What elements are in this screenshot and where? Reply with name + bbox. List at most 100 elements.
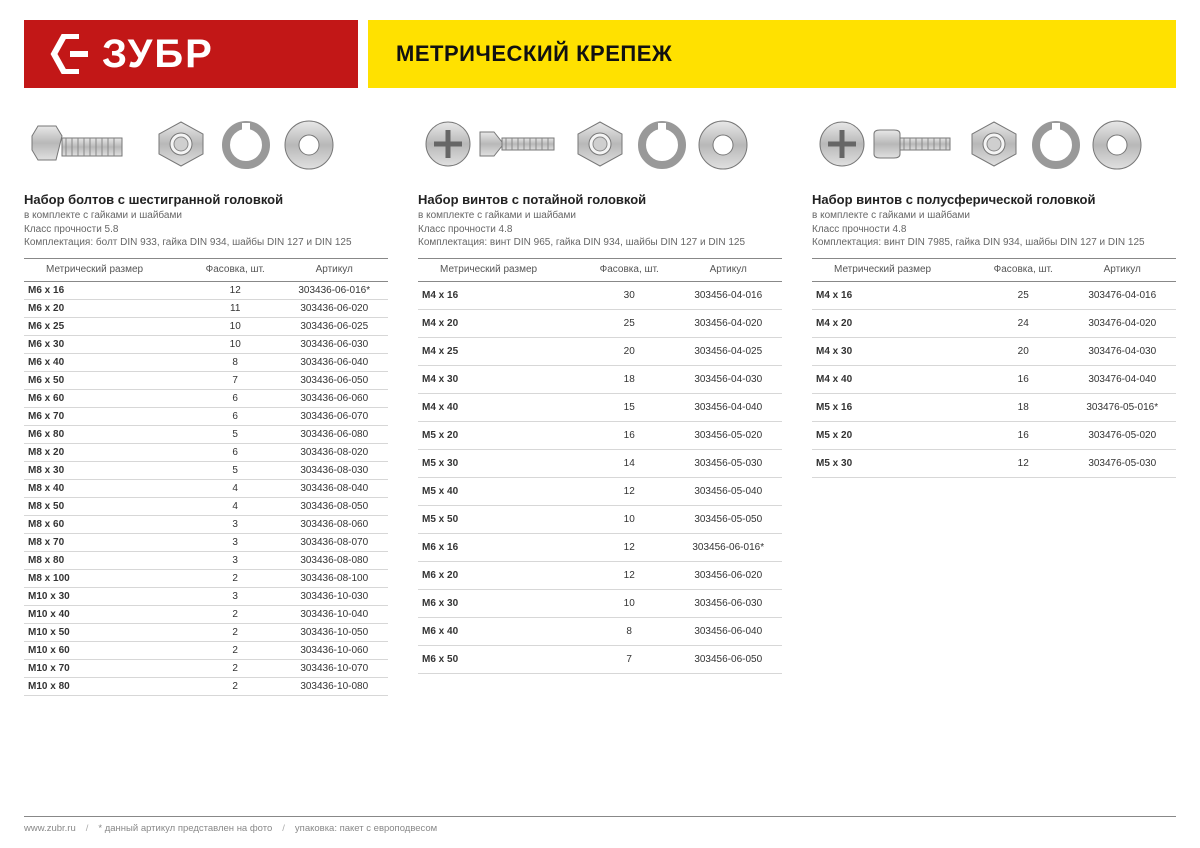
cell-size: M6 x 70 — [24, 407, 190, 425]
cell-size: M6 x 16 — [418, 533, 584, 561]
table-row: M6 x 805303436-06-080 — [24, 425, 388, 443]
table-row: M4 x 3018303456-04-030 — [418, 365, 782, 393]
cell-size: M8 x 50 — [24, 497, 190, 515]
table-row: M4 x 4016303476-04-040 — [812, 365, 1176, 393]
table-row: M5 x 5010303456-05-050 — [418, 505, 782, 533]
tbody-hex: M6 x 1612303436-06-016*M6 x 2011303436-0… — [24, 281, 388, 695]
cell-sku: 303456-04-016 — [674, 281, 782, 309]
cell-qty: 20 — [584, 337, 675, 365]
cell-size: M5 x 30 — [812, 449, 978, 477]
cell-sku: 303436-08-070 — [280, 533, 388, 551]
footer-url: www.zubr.ru — [24, 823, 76, 834]
th-qty: Фасовка, шт. — [584, 258, 675, 281]
cell-qty: 16 — [978, 365, 1069, 393]
table-row: M8 x 305303436-08-030 — [24, 461, 388, 479]
cell-size: M4 x 20 — [418, 309, 584, 337]
th-qty: Фасовка, шт. — [190, 258, 281, 281]
cell-size: M6 x 60 — [24, 389, 190, 407]
section-title: Набор винтов с потайной головкой — [418, 192, 782, 207]
table-row: M4 x 2024303476-04-020 — [812, 309, 1176, 337]
brand-icon — [48, 34, 90, 74]
cell-qty: 10 — [584, 505, 675, 533]
table-row: M5 x 3012303476-05-030 — [812, 449, 1176, 477]
cell-sku: 303436-10-070 — [280, 659, 388, 677]
table-row: M8 x 803303436-08-080 — [24, 551, 388, 569]
column-pan-head: Набор винтов с полусферической головкой … — [812, 106, 1176, 696]
hardware-image-hex — [24, 106, 388, 180]
table-row: M6 x 507303456-06-050 — [418, 645, 782, 673]
footer-note2: упаковка: пакет с европодвесом — [295, 823, 437, 834]
cell-qty: 8 — [584, 617, 675, 645]
cell-sku: 303436-10-040 — [280, 605, 388, 623]
cell-size: M6 x 16 — [24, 281, 190, 299]
table-row: M8 x 504303436-08-050 — [24, 497, 388, 515]
table-row: M10 x 702303436-10-070 — [24, 659, 388, 677]
cell-sku: 303456-06-016* — [674, 533, 782, 561]
table-row: M10 x 303303436-10-030 — [24, 587, 388, 605]
table-pan: Метрический размер Фасовка, шт. Артикул … — [812, 258, 1176, 478]
cell-qty: 16 — [978, 421, 1069, 449]
table-row: M4 x 4015303456-04-040 — [418, 393, 782, 421]
cell-sku: 303436-06-025 — [280, 317, 388, 335]
cell-sku: 303436-08-080 — [280, 551, 388, 569]
table-row: M4 x 1625303476-04-016 — [812, 281, 1176, 309]
cell-qty: 7 — [190, 371, 281, 389]
cell-size: M10 x 30 — [24, 587, 190, 605]
cell-qty: 30 — [584, 281, 675, 309]
cell-qty: 3 — [190, 515, 281, 533]
cell-qty: 16 — [584, 421, 675, 449]
cell-sku: 303456-04-030 — [674, 365, 782, 393]
table-row: M5 x 1618303476-05-016* — [812, 393, 1176, 421]
cell-size: M5 x 16 — [812, 393, 978, 421]
cell-size: M6 x 20 — [418, 561, 584, 589]
cell-size: M4 x 40 — [812, 365, 978, 393]
cell-size: M8 x 70 — [24, 533, 190, 551]
cell-sku: 303456-04-025 — [674, 337, 782, 365]
cell-size: M8 x 80 — [24, 551, 190, 569]
cell-size: M8 x 60 — [24, 515, 190, 533]
brand-logo: ЗУБР — [24, 20, 358, 88]
cell-qty: 5 — [190, 425, 281, 443]
table-row: M5 x 4012303456-05-040 — [418, 477, 782, 505]
cell-qty: 2 — [190, 569, 281, 587]
table-row: M10 x 402303436-10-040 — [24, 605, 388, 623]
cell-size: M6 x 50 — [418, 645, 584, 673]
cell-size: M4 x 30 — [418, 365, 584, 393]
footer-sep: / — [282, 823, 285, 834]
cell-size: M6 x 20 — [24, 299, 190, 317]
th-sku: Артикул — [1068, 258, 1176, 281]
cell-sku: 303476-04-016 — [1068, 281, 1176, 309]
cell-sku: 303456-06-020 — [674, 561, 782, 589]
cell-qty: 25 — [584, 309, 675, 337]
cell-qty: 11 — [190, 299, 281, 317]
table-row: M4 x 2520303456-04-025 — [418, 337, 782, 365]
cell-sku: 303436-10-050 — [280, 623, 388, 641]
cell-sku: 303476-05-016* — [1068, 393, 1176, 421]
section-sub3: Комплектация: винт DIN 965, гайка DIN 93… — [418, 236, 782, 250]
column-hex-bolts: Набор болтов с шестигранной головкой в к… — [24, 106, 388, 696]
cell-sku: 303456-05-020 — [674, 421, 782, 449]
th-sku: Артикул — [674, 258, 782, 281]
cell-qty: 18 — [978, 393, 1069, 421]
cell-sku: 303456-04-020 — [674, 309, 782, 337]
table-row: M8 x 404303436-08-040 — [24, 479, 388, 497]
cell-size: M10 x 50 — [24, 623, 190, 641]
cell-sku: 303436-08-060 — [280, 515, 388, 533]
cell-qty: 12 — [584, 477, 675, 505]
cell-sku: 303436-06-060 — [280, 389, 388, 407]
section-sub1: в комплекте с гайками и шайбами — [418, 209, 782, 223]
cell-qty: 14 — [584, 449, 675, 477]
cell-size: M8 x 40 — [24, 479, 190, 497]
cell-size: M5 x 20 — [418, 421, 584, 449]
table-row: M6 x 408303436-06-040 — [24, 353, 388, 371]
cell-size: M8 x 30 — [24, 461, 190, 479]
cell-size: M5 x 30 — [418, 449, 584, 477]
cell-sku: 303456-05-030 — [674, 449, 782, 477]
table-row: M6 x 3010303436-06-030 — [24, 335, 388, 353]
cell-qty: 4 — [190, 479, 281, 497]
cell-size: M6 x 25 — [24, 317, 190, 335]
cell-size: M4 x 16 — [418, 281, 584, 309]
cell-size: M6 x 50 — [24, 371, 190, 389]
section-title: Набор винтов с полусферической головкой — [812, 192, 1176, 207]
table-row: M6 x 408303456-06-040 — [418, 617, 782, 645]
